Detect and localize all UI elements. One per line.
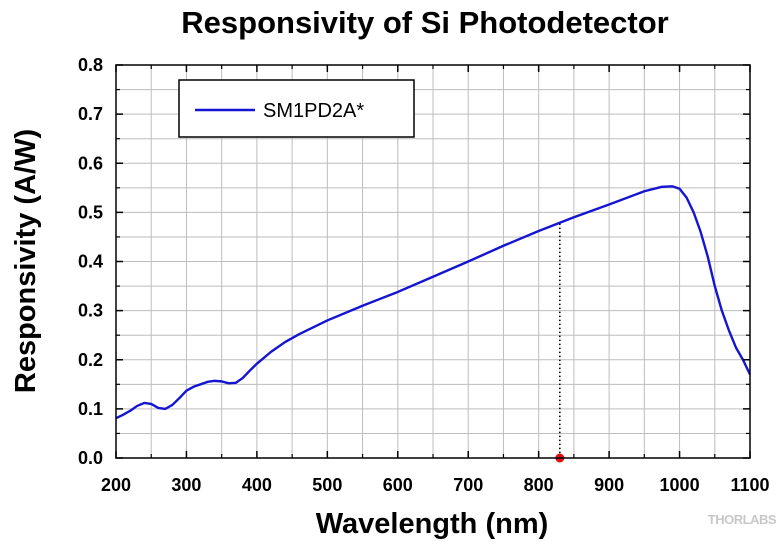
responsivity-curve (115, 185, 752, 420)
y-axis-ticks: 0.0 0.1 0.2 0.3 0.4 0.5 0.6 0.7 0.8 (78, 55, 750, 468)
thorlabs-logo: THORLABS (708, 512, 777, 527)
x-tick-label: 900 (594, 475, 624, 495)
legend-box (178, 79, 415, 138)
y-axis-label: Responsivity (A/W) (10, 129, 42, 393)
x-axis-label: Wavelength (nm) (316, 508, 549, 540)
y-tick-label: 0.4 (78, 252, 103, 272)
chart-title: Responsivity of Si Photodetector (181, 5, 668, 40)
legend-label: SM1PD2A* (263, 100, 364, 122)
legend: SM1PD2A* (178, 79, 415, 138)
x-tick-label: 600 (383, 475, 413, 495)
x-tick-label: 300 (171, 475, 201, 495)
x-axis-ticks: 200 300 400 500 600 700 800 900 1000 1100 (101, 65, 770, 495)
y-tick-label: 0.1 (78, 399, 103, 419)
x-tick-label: 700 (453, 475, 483, 495)
x-tick-label: 500 (312, 475, 342, 495)
y-tick-label: 0.2 (78, 350, 103, 370)
x-tick-label: 400 (242, 475, 272, 495)
x-tick-label: 1100 (730, 475, 769, 495)
y-tick-label: 0.3 (78, 301, 103, 321)
y-tick-label: 0.7 (78, 104, 103, 124)
y-tick-label: 0.0 (78, 448, 103, 468)
x-tick-label: 800 (524, 475, 554, 495)
y-tick-label: 0.5 (78, 202, 103, 222)
x-tick-label: 1000 (660, 475, 700, 495)
y-tick-label: 0.6 (78, 153, 103, 173)
x-tick-label: 200 (101, 475, 131, 495)
y-tick-label: 0.8 (78, 55, 103, 75)
